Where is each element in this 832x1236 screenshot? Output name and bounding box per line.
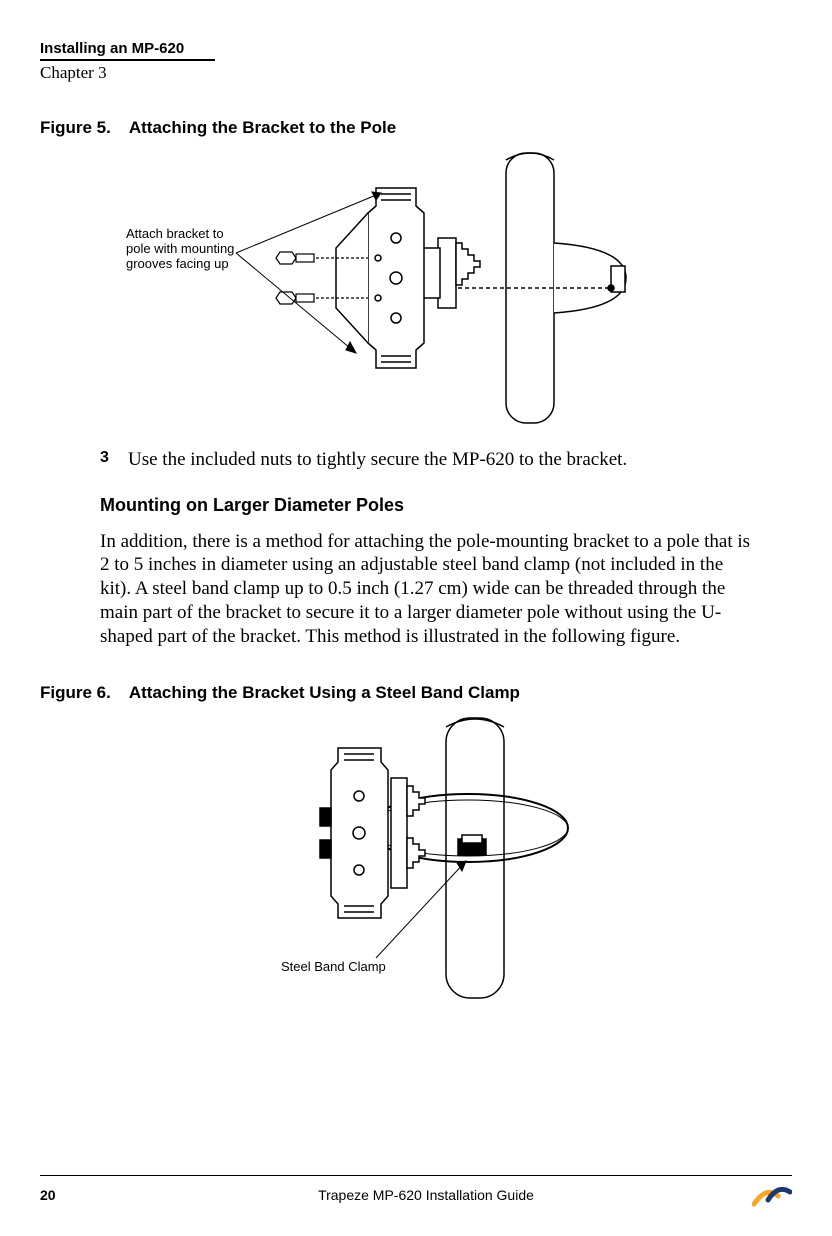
doc-title: Installing an MP-620 bbox=[40, 40, 792, 57]
body-paragraph: In addition, there is a method for attac… bbox=[100, 530, 752, 649]
footer-text: Trapeze MP-620 Installation Guide bbox=[100, 1187, 752, 1203]
figure5-label: Figure 5. bbox=[40, 118, 111, 137]
figure5-caption: Figure 5. Attaching the Bracket to the Po… bbox=[40, 118, 792, 138]
page-footer: 20 Trapeze MP-620 Installation Guide bbox=[0, 1175, 832, 1208]
figure6-diagram: Steel Band Clamp bbox=[176, 713, 656, 1003]
step-3-number: 3 bbox=[100, 448, 128, 473]
figure5-title: Attaching the Bracket to the Pole bbox=[129, 118, 396, 137]
figure6-caption: Figure 6. Attaching the Bracket Using a S… bbox=[40, 683, 792, 703]
figure6-label: Figure 6. bbox=[40, 683, 111, 702]
chapter-label: Chapter 3 bbox=[40, 63, 792, 83]
figure5-callout: Attach bracket to pole with mounting gro… bbox=[126, 226, 238, 271]
figure6-callout: Steel Band Clamp bbox=[281, 959, 386, 974]
figure6-title: Attaching the Bracket Using a Steel Band… bbox=[129, 683, 520, 702]
footer-rule bbox=[40, 1175, 792, 1176]
page-number: 20 bbox=[40, 1187, 100, 1203]
step-3: 3 Use the included nuts to tightly secur… bbox=[100, 448, 792, 473]
figure5-diagram: Attach bracket to pole with mounting gro… bbox=[106, 148, 726, 428]
trapeze-logo-icon bbox=[752, 1182, 792, 1208]
step-3-text: Use the included nuts to tightly secure … bbox=[128, 448, 627, 473]
subheading-larger-poles: Mounting on Larger Diameter Poles bbox=[100, 495, 792, 516]
page-header: Installing an MP-620 Chapter 3 bbox=[40, 40, 792, 83]
header-rule bbox=[40, 59, 215, 61]
